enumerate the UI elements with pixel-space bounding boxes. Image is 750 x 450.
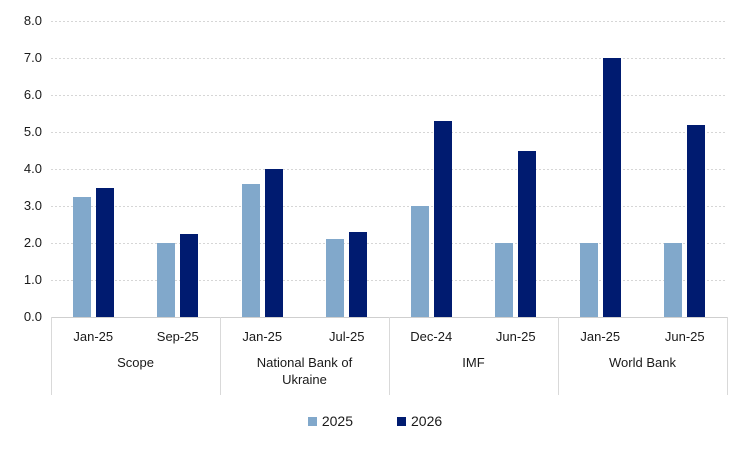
category-separator <box>558 317 559 395</box>
gridline <box>51 58 727 59</box>
category-group-label: World Bank <box>609 355 676 370</box>
bar-2025 <box>241 183 260 317</box>
legend-label-2025: 2025 <box>321 413 353 429</box>
y-tick-label: 4.0 <box>23 161 42 176</box>
category-date-label: Jun-25 <box>664 329 705 344</box>
gridline <box>51 132 727 133</box>
y-tick-label: 8.0 <box>23 13 42 28</box>
bar-2026 <box>349 231 368 317</box>
legend-swatch-2026 <box>397 416 406 426</box>
y-tick-label: 2.0 <box>23 235 42 250</box>
category-date-label: Jun-25 <box>495 329 536 344</box>
category-date-label: Jul-25 <box>329 329 365 344</box>
legend-label-2026: 2026 <box>411 413 443 429</box>
legend-item-2026: 2026 <box>397 413 442 429</box>
category-separator <box>727 317 728 395</box>
y-tick-label: 0.0 <box>23 309 42 324</box>
category-group-label: IMF <box>462 355 485 370</box>
gridline <box>51 280 727 281</box>
category-group-label: National Bank of Ukraine <box>256 355 353 387</box>
chart-legend: 2025 2026 <box>0 413 750 429</box>
gridline <box>51 243 727 244</box>
bar-2025 <box>326 239 345 317</box>
bar-2025 <box>157 243 176 317</box>
bar-2026 <box>602 58 621 317</box>
bar-2025 <box>495 243 514 317</box>
category-date-label: Jan-25 <box>73 329 114 344</box>
gridline <box>51 21 727 22</box>
gridline <box>51 95 727 96</box>
bar-2025 <box>410 206 429 317</box>
category-date-label: Dec-24 <box>410 329 453 344</box>
gridline <box>51 169 727 170</box>
category-separator <box>220 317 221 395</box>
category-date-label: Sep-25 <box>156 329 199 344</box>
category-separator <box>389 317 390 395</box>
bar-2026 <box>264 169 283 317</box>
y-tick-label: 1.0 <box>23 272 42 287</box>
bar-2026 <box>180 233 199 317</box>
bar-2025 <box>579 243 598 317</box>
y-tick-label: 7.0 <box>23 50 42 65</box>
y-tick-label: 5.0 <box>23 124 42 139</box>
gridline <box>51 206 727 207</box>
category-separator <box>51 317 52 395</box>
bar-2025 <box>664 243 683 317</box>
bar-2026 <box>95 187 114 317</box>
legend-swatch-2025 <box>307 416 317 426</box>
category-date-label: Jan-25 <box>242 329 283 344</box>
bar-2026 <box>433 120 452 317</box>
y-tick-label: 3.0 <box>23 198 42 213</box>
bar-2026 <box>687 124 706 317</box>
legend-item-2025: 2025 <box>307 413 353 429</box>
y-tick-label: 6.0 <box>23 87 42 102</box>
category-group-label: Scope <box>117 355 154 370</box>
category-date-label: Jan-25 <box>580 329 621 344</box>
bar-2025 <box>72 196 91 317</box>
bar-2026 <box>518 150 537 317</box>
